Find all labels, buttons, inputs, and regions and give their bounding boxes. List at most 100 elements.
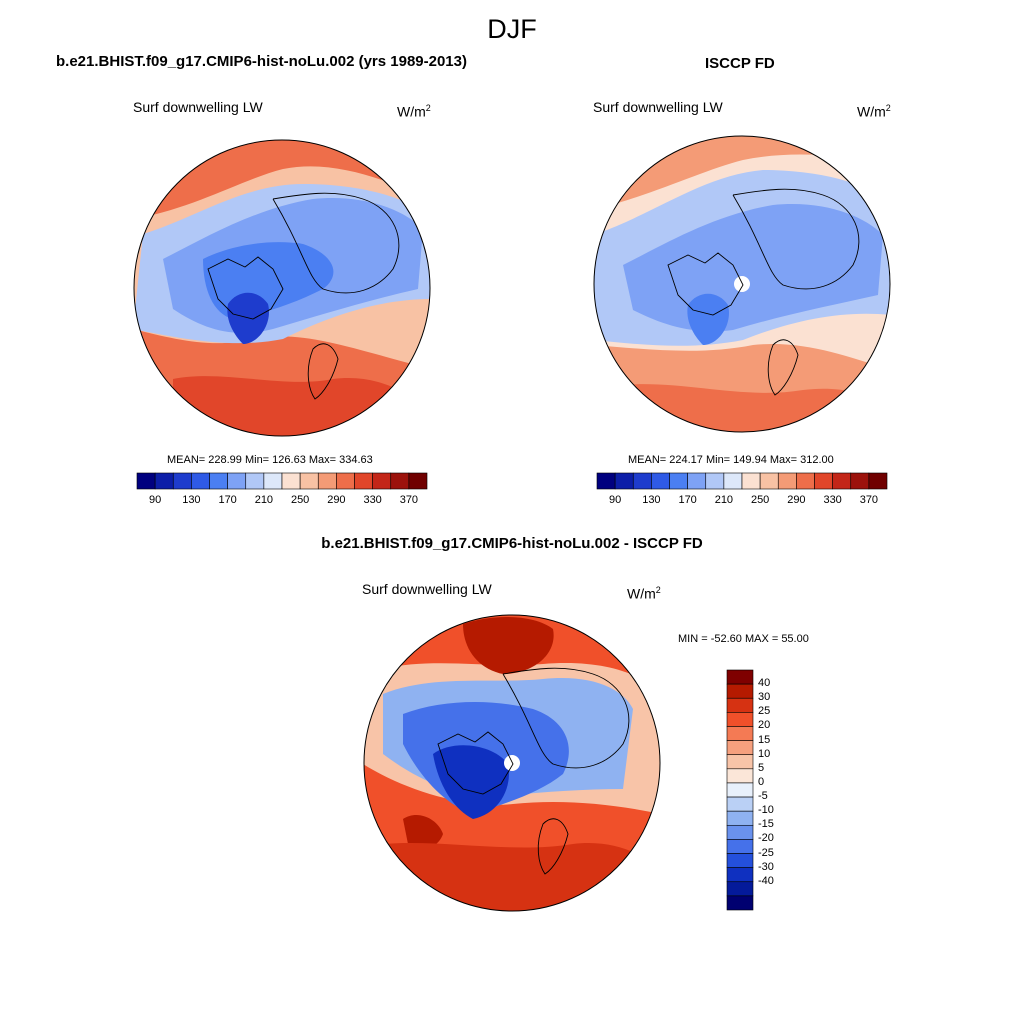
panel1-colorbar-box-6 [245, 472, 265, 490]
panel1-colorbar-ticks: 90 130 170 210 250 290 330 370 [137, 494, 427, 508]
panel2-coastline-scandinavia [767, 339, 799, 396]
panel3-colorbar-tick-label: 40 [758, 677, 771, 690]
panel3-colorbar-box-6 [726, 754, 754, 770]
panel1-polar-map [133, 139, 431, 437]
panel3-colorbar-tick-label: 15 [758, 733, 771, 746]
panel3-colorbar-box-4 [726, 726, 754, 741]
panel3-coastline-na [437, 731, 514, 795]
panel3-colorbar-box-2 [726, 697, 754, 713]
panel3-colorbar-tick-label: 30 [758, 691, 771, 704]
panel2-colorbar-tick-label: 90 [609, 494, 622, 506]
panel3-colorbar-box-11 [726, 824, 754, 840]
panel3-stats: MIN = -52.60 MAX = 55.00 [678, 633, 809, 645]
panel3-colorbar-tick-label: -25 [758, 846, 774, 859]
panel3-hot-south [383, 842, 660, 911]
panel1-colorbar-box-14 [390, 472, 410, 490]
panel1-colorbar-box-12 [354, 472, 373, 490]
panel3-colorbar-tick-label: -30 [758, 860, 774, 873]
panel3-colorbar-tick-label: 0 [758, 775, 765, 788]
panel1-greenland-cold [227, 292, 269, 344]
panel2-colorbar-box-4 [669, 472, 688, 490]
panel3-colorbar-box-10 [726, 810, 754, 826]
panel1-colorbar-box-8 [281, 472, 301, 490]
panel3-colorbar-box-1 [726, 683, 754, 699]
panel2-colorbar [596, 472, 888, 490]
panel1-colorbar-box-4 [209, 472, 228, 490]
panel3-colorbar-box-3 [726, 712, 754, 727]
panel3-colorbar-box-13 [726, 853, 754, 868]
panel1-colorbar-box-11 [336, 472, 355, 490]
panel3-colorbar-tick-label: -20 [758, 832, 774, 845]
panel2-colorbar-box-0 [596, 472, 616, 490]
panel3-colorbar-tick-label: 20 [758, 719, 771, 732]
panel1-colorbar-tick-label: 250 [290, 494, 310, 506]
panel1-colorbar-box-7 [263, 472, 283, 490]
panel3-colorbar-box-8 [726, 782, 754, 798]
panel3-variable-label: Surf downwelling LW [362, 581, 492, 597]
panel3-colorbar-ticks: 40 30 25 20 15 10 5 0 -5 -10 -15 -20 -25 -30 -40 [758, 670, 798, 910]
panel2-colorbar-box-8 [741, 472, 761, 490]
panel1-colorbar-box-5 [227, 472, 247, 490]
panel3-colorbar [726, 669, 754, 911]
panel2-colorbar-box-15 [868, 472, 888, 490]
panel1-colorbar-box-13 [372, 472, 392, 490]
panel2-colorbar-box-3 [651, 472, 670, 490]
panel2-colorbar-tick-label: 330 [823, 494, 842, 506]
panel2-variable-label: Surf downwelling LW [593, 99, 723, 115]
panel3-colorbar-tick-label: -40 [758, 874, 774, 887]
panel3-colorbar-tick-label: 10 [758, 747, 771, 760]
panel2-colorbar-box-12 [814, 472, 833, 490]
panel1-coastline-na [207, 256, 284, 320]
panel1-colorbar-box-3 [191, 472, 210, 490]
panel2-colorbar-box-6 [705, 472, 725, 490]
panel2-colorbar-ticks: 90 130 170 210 250 290 330 370 [597, 494, 887, 508]
panel3-colorbar-tick-label: 25 [758, 705, 771, 718]
panel1-colorbar-box-1 [154, 472, 174, 490]
panel3-hot-spot-west [403, 814, 443, 850]
figure-title: DJF [487, 14, 537, 44]
panel1-colorbar-tick-label: 130 [182, 494, 201, 506]
panel3-deep-blue [433, 745, 509, 819]
panel1-colorbar-tick-label: 170 [218, 494, 237, 506]
panel2-greenland-cold [687, 293, 729, 345]
panel3-colorbar-tick-label: 5 [758, 761, 765, 774]
panel2-colorbar-box-7 [723, 472, 743, 490]
panel2-coastline-eurasia [732, 188, 860, 290]
panel1-coastline-eurasia [272, 192, 400, 294]
panel3-colorbar-box-16 [726, 895, 754, 911]
panel3-colorbar-box-12 [726, 839, 754, 854]
panel2-colorbar-tick-label: 210 [714, 494, 734, 506]
panel2-colorbar-box-10 [777, 472, 797, 490]
panel1-colorbar-box-10 [317, 472, 337, 490]
panel2-colorbar-box-14 [850, 472, 870, 490]
panel1-coastline-scandinavia [307, 343, 339, 400]
panel3-colorbar-tick-label: -5 [758, 790, 768, 803]
panel1-colorbar-tick-label: 290 [327, 494, 346, 506]
panel2-cold-arctic [623, 204, 883, 332]
panel2-colorbar-box-5 [687, 472, 707, 490]
panel2-coastline-na [667, 252, 744, 316]
panel3-units-label: W/m2 [627, 585, 661, 602]
panel3-colorbar-box-15 [726, 881, 754, 897]
panel3-hot-spot-north [463, 617, 554, 674]
panel2-polar-map [593, 135, 891, 433]
panel2-stats: MEAN= 224.17 Min= 149.94 Max= 312.00 [628, 454, 834, 466]
panel1-title: b.e21.BHIST.f09_g17.CMIP6-hist-noLu.002 … [56, 53, 467, 70]
panel2-colorbar-box-2 [632, 472, 652, 490]
panel1-colorbar-box-0 [136, 472, 156, 490]
panel2-title: ISCCP FD [705, 55, 775, 72]
panel1-stats: MEAN= 228.99 Min= 126.63 Max= 334.63 [167, 454, 373, 466]
panel3-colorbar-box-7 [726, 768, 754, 784]
panel2-colorbar-box-13 [832, 472, 852, 490]
panel3-coastline-eurasia [502, 667, 630, 769]
panel1-colorbar [136, 472, 428, 490]
panel1-colorbar-tick-label: 90 [149, 494, 162, 506]
panel1-colorbar-tick-label: 330 [363, 494, 382, 506]
panel3-colorbar-tick-label: -15 [758, 818, 774, 831]
panel2-colorbar-tick-label: 130 [642, 494, 661, 506]
panel2-colorbar-box-11 [796, 472, 815, 490]
panel2-colorbar-tick-label: 250 [750, 494, 770, 506]
panel2-colorbar-tick-label: 170 [678, 494, 697, 506]
panel2-colorbar-box-1 [614, 472, 634, 490]
panel1-units-label: W/m2 [397, 103, 431, 120]
